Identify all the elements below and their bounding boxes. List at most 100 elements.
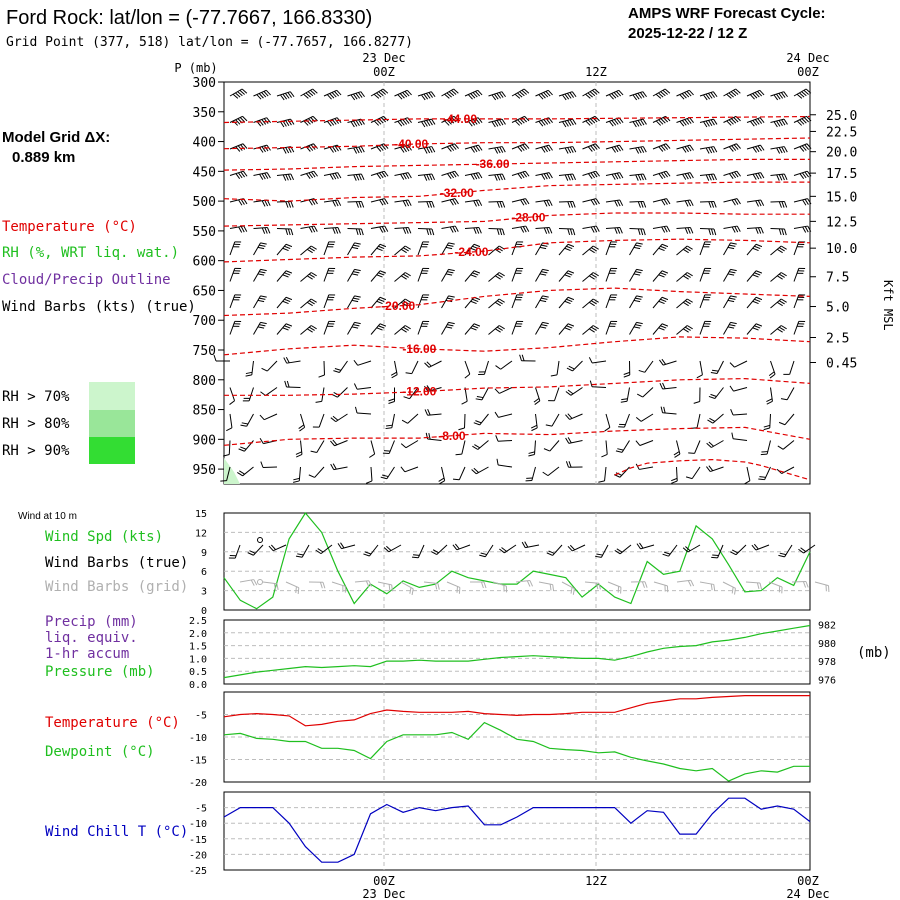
wind-barb-feather <box>404 298 411 303</box>
wind-barb-feather <box>494 411 499 418</box>
wind-barb-feather <box>642 118 647 125</box>
wind-10m-grid-barb-feather <box>549 584 552 591</box>
wind-barb-feather <box>757 91 763 97</box>
wind-barb-feather <box>780 272 787 277</box>
wind-barb-feather <box>611 120 617 126</box>
wind-barb-feather <box>733 89 739 95</box>
wind-barb-feather <box>593 198 598 205</box>
wind-barb-feather <box>524 170 530 177</box>
wind-10m-grid-barb-feather <box>644 581 648 588</box>
wind-barb-feather <box>430 91 436 98</box>
wind-barb-feather <box>567 437 572 444</box>
wind-barb-feather <box>778 201 782 208</box>
height-tick-label: 25.0 <box>826 109 857 124</box>
temp-tick-label: -5 <box>195 711 207 722</box>
wind-barb-feather <box>638 369 645 373</box>
wind-barb-feather <box>470 93 476 99</box>
wind-barb-feather <box>424 385 429 392</box>
wind-barb-feather <box>687 172 692 179</box>
wind-barb-feather <box>213 354 217 362</box>
wind-barb-feather <box>260 295 267 298</box>
wind-barb-feather <box>754 325 761 329</box>
wind-barb <box>407 413 419 424</box>
wind-barb-feather <box>682 328 689 333</box>
wind-barb-feather <box>728 92 734 98</box>
wind-chill-panel: -25 -20 -15 -10 -5 <box>189 791 811 877</box>
wind-barb-feather <box>425 92 431 99</box>
wind-barb-feather <box>637 92 643 99</box>
wind-barb-feather <box>355 174 360 181</box>
wind-barb-feather <box>470 300 477 305</box>
wind-barb-feather <box>687 227 691 234</box>
wind-barb-feather <box>470 173 475 180</box>
bottom-date-left: 23 Dec <box>362 887 405 900</box>
wind-barb-feather <box>710 201 715 208</box>
wind-barb-feather <box>353 297 360 300</box>
wind-barb-feather <box>358 228 362 236</box>
wind-barb-feather <box>637 120 642 126</box>
wind-barb-feather <box>404 325 411 330</box>
wind-barb-feather <box>588 275 595 280</box>
wind-barb-feather <box>766 400 773 405</box>
wind-barb-feather <box>799 146 805 152</box>
wind-barb-feather <box>757 118 763 124</box>
wind-10m-barb-feather <box>521 541 526 548</box>
wind-barb-feather <box>470 247 477 252</box>
wind-barb-feather <box>543 119 549 125</box>
wind-10m-grid-barb-feather <box>273 583 277 590</box>
rh80-swatch <box>89 410 135 437</box>
wind-tick-label: 12 <box>195 528 207 539</box>
wind-barb-feather <box>684 119 690 125</box>
wind-barb-feather <box>383 116 389 122</box>
wind-barb-feather <box>708 228 712 236</box>
wind-barb-feather <box>806 116 812 122</box>
wind-barb-feather <box>710 372 718 374</box>
wind-barb-feather <box>351 273 359 276</box>
wind-barb-feather <box>572 201 576 208</box>
wind-barb-feather <box>478 227 482 234</box>
wind-barb <box>357 360 372 366</box>
wind-barb-feather <box>405 172 410 179</box>
pressure-line <box>223 624 811 679</box>
wind-barb-feather <box>474 444 481 449</box>
wind-barb-feather <box>569 146 574 153</box>
wind-barb-feather <box>473 422 480 426</box>
wind-barb-feather <box>305 92 311 98</box>
wind-barb-feather <box>449 199 454 206</box>
wind-barb-feather <box>428 201 433 208</box>
wind-barb <box>694 440 701 454</box>
wind-barb-feather <box>755 296 763 301</box>
wind-barb-feather <box>517 173 523 179</box>
chill-tick-label: -25 <box>189 866 207 877</box>
wind-barb-feather <box>519 91 525 97</box>
wind-barb-feather <box>803 89 809 95</box>
wind-barb-feather <box>310 325 317 330</box>
wind-barb <box>786 387 795 400</box>
wind-barb-feather <box>400 248 407 254</box>
wind-barb-feather <box>752 327 759 331</box>
wind-barb-feather <box>684 200 689 207</box>
wind-barb-feather <box>522 198 527 205</box>
wind-barb-feather <box>329 173 334 180</box>
wind-barb-feather <box>423 93 429 100</box>
wind-10m-barb-feather <box>340 542 345 549</box>
wind-barb <box>605 413 611 428</box>
wind-barb-feather <box>637 228 641 236</box>
wind-10m-grid-barb-feather <box>731 587 734 594</box>
wind-barb-feather <box>402 200 407 207</box>
wind-barb-feather <box>590 247 597 252</box>
wind-barb-feather <box>431 201 435 208</box>
wind-barb-feather <box>448 268 455 272</box>
wind-barb-feather <box>426 201 430 208</box>
wind-barb-feather <box>454 143 459 149</box>
wind-barb-feather <box>567 228 571 236</box>
wind-barb-feather <box>287 228 291 236</box>
wind-barb-feather <box>616 145 621 152</box>
wind-barb-feather <box>567 243 575 248</box>
wind-barb-feather <box>332 227 336 234</box>
wind-barb-feather <box>477 117 483 123</box>
wind-barb-feather <box>402 119 408 125</box>
wind-barb-feather <box>590 300 597 305</box>
wind-barb <box>591 386 607 388</box>
wind-10m-barb-feather <box>548 550 555 554</box>
